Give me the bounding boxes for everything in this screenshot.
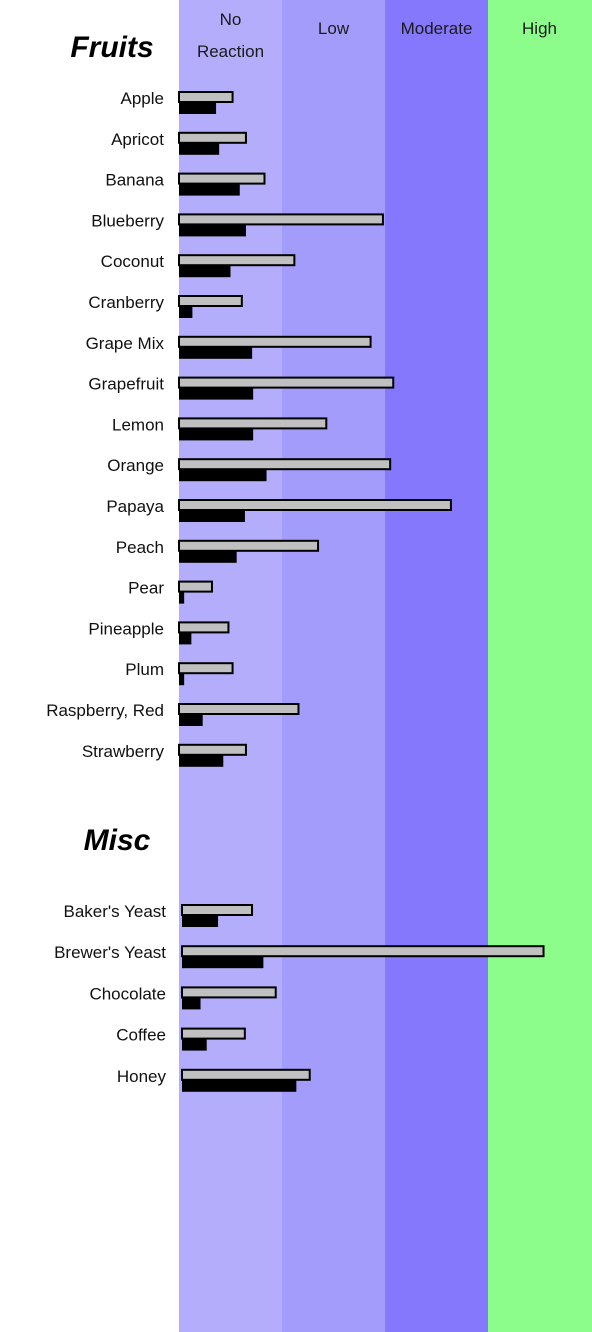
zone-label-moderate: Moderate xyxy=(401,19,473,38)
bar-secondary xyxy=(179,224,246,237)
bar-primary xyxy=(178,417,328,430)
bar-primary xyxy=(181,904,254,916)
item-label: Brewer's Yeast xyxy=(54,943,166,962)
bar-primary xyxy=(178,743,247,756)
item-label: Lemon xyxy=(112,415,164,434)
item-label: Baker's Yeast xyxy=(64,902,167,921)
item-label: Papaya xyxy=(106,497,164,516)
item-labels: Apple Apricot Banana Blueberry Coconut Cranbe… xyxy=(46,89,166,1086)
bar-secondary xyxy=(182,915,219,927)
bar-primary xyxy=(181,945,545,958)
bar-secondary xyxy=(179,142,220,155)
bar-secondary xyxy=(179,469,267,482)
item-label: Pineapple xyxy=(88,619,164,638)
section-title-misc: Misc xyxy=(84,824,151,857)
item-label: Plum xyxy=(125,660,164,679)
bar-secondary xyxy=(179,102,217,114)
bar-primary xyxy=(181,1027,246,1040)
item-label: Strawberry xyxy=(82,742,165,761)
bar-primary xyxy=(178,703,300,715)
item-label: Peach xyxy=(116,538,164,557)
item-label: Orange xyxy=(107,456,164,475)
bar-secondary xyxy=(179,346,253,359)
item-label: Grape Mix xyxy=(86,334,165,353)
bar-secondary xyxy=(179,265,231,278)
bar-secondary xyxy=(182,1038,207,1051)
bar-primary xyxy=(178,254,296,267)
item-label: Pear xyxy=(128,579,164,598)
reaction-zones xyxy=(179,0,592,1332)
bars xyxy=(178,91,545,1092)
item-label: Grapefruit xyxy=(88,375,164,394)
bar-primary xyxy=(178,458,392,471)
bar-primary xyxy=(181,986,277,999)
item-label: Coconut xyxy=(101,252,165,271)
bar-primary xyxy=(178,580,213,593)
bar-secondary xyxy=(182,956,264,969)
item-label: Chocolate xyxy=(89,984,166,1003)
zone-label-no-reaction: Reaction xyxy=(197,42,264,61)
bar-secondary xyxy=(182,1079,297,1092)
bar-primary xyxy=(178,621,230,634)
bar-secondary xyxy=(179,591,185,604)
section-titles: Fruits Misc xyxy=(70,31,153,857)
zone-high xyxy=(488,0,592,1332)
bar-secondary xyxy=(179,510,245,522)
bar-secondary xyxy=(179,306,193,318)
bar-secondary xyxy=(179,673,185,686)
bar-primary xyxy=(181,1068,311,1081)
bar-primary xyxy=(178,662,234,675)
bar-primary xyxy=(178,499,452,511)
bar-primary xyxy=(178,376,395,389)
zone-labels: No Reaction Low Moderate High xyxy=(197,10,557,61)
bar-primary xyxy=(178,91,234,103)
bar-primary xyxy=(178,213,384,226)
item-label: Honey xyxy=(117,1067,167,1086)
zone-moderate xyxy=(385,0,488,1332)
item-label: Coffee xyxy=(116,1026,166,1045)
zone-label-no-reaction: No xyxy=(220,10,242,29)
bar-secondary xyxy=(179,387,254,400)
zone-label-high: High xyxy=(522,19,557,38)
item-label: Banana xyxy=(105,171,164,190)
bar-primary xyxy=(178,172,266,185)
bar-primary xyxy=(178,539,320,552)
section-title-fruits: Fruits xyxy=(70,31,153,64)
item-label: Raspberry, Red xyxy=(46,701,164,720)
bar-secondary xyxy=(179,428,254,441)
bar-secondary xyxy=(179,183,240,196)
bar-secondary xyxy=(179,632,192,645)
item-label: Apricot xyxy=(111,130,164,149)
zone-low xyxy=(282,0,385,1332)
bar-secondary xyxy=(179,550,237,563)
item-label: Apple xyxy=(121,89,164,108)
zone-label-low: Low xyxy=(318,19,350,38)
bar-primary xyxy=(178,131,247,144)
bar-secondary xyxy=(179,714,203,726)
bar-primary xyxy=(178,335,372,348)
bar-secondary xyxy=(182,997,201,1010)
item-label: Cranberry xyxy=(88,293,164,312)
bar-primary xyxy=(178,295,243,307)
item-label: Blueberry xyxy=(91,211,164,230)
bar-secondary xyxy=(179,754,224,767)
